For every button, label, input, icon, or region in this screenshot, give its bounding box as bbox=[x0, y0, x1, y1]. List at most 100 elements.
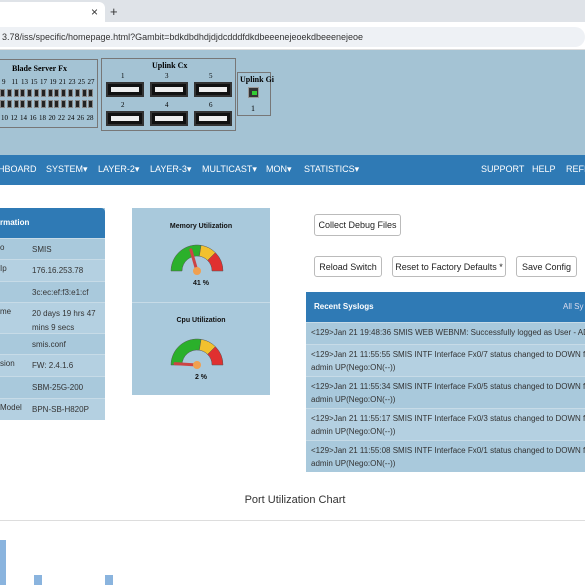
blade-port[interactable] bbox=[61, 100, 67, 108]
cx-port[interactable] bbox=[194, 111, 232, 126]
blade-port[interactable] bbox=[88, 89, 94, 97]
port-label: 23 bbox=[68, 78, 76, 86]
blade-port[interactable] bbox=[61, 89, 67, 97]
blade-port[interactable] bbox=[27, 100, 33, 108]
syslog-line: admin UP(Nego:ON(--)) bbox=[311, 395, 396, 404]
port-label: 20 bbox=[48, 114, 56, 122]
nav-item[interactable]: MULTICAST▾ bbox=[202, 164, 257, 174]
nav-item[interactable]: LAYER-2▾ bbox=[98, 164, 140, 174]
blade-port[interactable] bbox=[47, 100, 53, 108]
cx-port[interactable] bbox=[106, 82, 144, 97]
syslog-entry[interactable]: <129>Jan 21 11:55:34 SMIS INTF Interface… bbox=[306, 376, 585, 408]
syslog-header bbox=[306, 292, 585, 322]
port-label: 6 bbox=[209, 101, 213, 109]
port-label: 3 bbox=[165, 72, 169, 80]
gi-port[interactable] bbox=[248, 87, 259, 98]
blade-port[interactable] bbox=[54, 89, 60, 97]
info-row bbox=[0, 238, 105, 259]
gauge-band bbox=[207, 252, 224, 272]
nav-item[interactable]: SUPPORT bbox=[481, 164, 525, 174]
blade-port[interactable] bbox=[81, 100, 87, 108]
cx-port[interactable] bbox=[194, 82, 232, 97]
blade-port[interactable] bbox=[74, 89, 80, 97]
blade-port[interactable] bbox=[6, 89, 12, 97]
port-label: 19 bbox=[49, 78, 57, 86]
port-label: 15 bbox=[30, 78, 38, 86]
save-button[interactable]: Save Config bbox=[516, 256, 577, 277]
tab-close[interactable]: × bbox=[91, 5, 99, 19]
blade-port[interactable] bbox=[0, 89, 5, 97]
blade-port[interactable] bbox=[20, 89, 26, 97]
info-label: Ip bbox=[0, 264, 7, 273]
info-row bbox=[0, 376, 105, 398]
blade-port[interactable] bbox=[74, 100, 80, 108]
uplink-gi-title: Uplink Gi bbox=[240, 75, 275, 84]
port-label: 14 bbox=[20, 114, 27, 122]
nav-item[interactable]: STATISTICS▾ bbox=[304, 164, 360, 174]
syslog-entry[interactable]: <129>Jan 21 11:55:17 SMIS INTF Interface… bbox=[306, 408, 585, 440]
blade-port[interactable] bbox=[88, 100, 94, 108]
info-value: SMIS bbox=[32, 245, 52, 254]
blade-port[interactable] bbox=[40, 89, 46, 97]
reload-button[interactable]: Reload Switch bbox=[314, 256, 382, 277]
nav-bar bbox=[0, 155, 585, 185]
port-label: 22 bbox=[58, 114, 65, 122]
syslog-entry[interactable]: <129>Jan 21 19:48:36 SMIS WEB WEBNM: Suc… bbox=[306, 322, 585, 344]
nav-item[interactable]: LAYER-3▾ bbox=[150, 164, 192, 174]
blade-port[interactable] bbox=[13, 89, 19, 97]
blade-port[interactable] bbox=[0, 100, 5, 108]
info-value: FW: 2.4.1.6 bbox=[32, 361, 74, 370]
url[interactable]: 3.78/iss/specific/homepage.html?Gambit=b… bbox=[2, 32, 364, 42]
blade-port[interactable] bbox=[47, 89, 53, 97]
uplink-gi-box bbox=[237, 72, 271, 116]
info-row bbox=[0, 302, 105, 333]
info-label: sion bbox=[0, 359, 15, 368]
port-label: 26 bbox=[77, 114, 84, 122]
info-row bbox=[0, 281, 105, 302]
blade-port[interactable] bbox=[54, 100, 60, 108]
blade-port[interactable] bbox=[34, 89, 39, 97]
port-label: 27 bbox=[87, 78, 95, 86]
blade-port[interactable] bbox=[13, 100, 19, 108]
gauge-hub bbox=[193, 267, 201, 275]
reset-button[interactable]: Reset to Factory Defaults * bbox=[392, 256, 506, 277]
syslog-line: admin UP(Nego:ON(--)) bbox=[311, 459, 396, 468]
tab[interactable] bbox=[0, 2, 105, 22]
syslog-all-link[interactable]: All Sy bbox=[563, 302, 584, 311]
port-label: 1 bbox=[121, 72, 125, 80]
info-value: smis.conf bbox=[32, 340, 66, 349]
blade-port[interactable] bbox=[68, 100, 73, 108]
chart-bar bbox=[0, 540, 6, 585]
blade-port[interactable] bbox=[81, 89, 87, 97]
cx-port[interactable] bbox=[150, 111, 188, 126]
nav-item[interactable]: HBOARD bbox=[0, 164, 37, 174]
gauge-title: Memory Utilization bbox=[169, 223, 233, 230]
port-label: 24 bbox=[67, 114, 75, 122]
cx-port[interactable] bbox=[106, 111, 144, 126]
info-label: me bbox=[0, 307, 12, 316]
blade-port[interactable] bbox=[34, 100, 39, 108]
new-tab[interactable]: + bbox=[110, 4, 118, 19]
syslog-entry[interactable]: <129>Jan 21 11:55:08 SMIS INTF Interface… bbox=[306, 440, 585, 472]
nav-item[interactable]: REFI bbox=[566, 164, 585, 174]
syslog-entry[interactable]: <129>Jan 21 11:55:55 SMIS INTF Interface… bbox=[306, 344, 585, 376]
blade-port[interactable] bbox=[6, 100, 12, 108]
port-label: 2 bbox=[121, 101, 125, 109]
cx-port[interactable] bbox=[150, 82, 188, 97]
nav-item[interactable]: MON▾ bbox=[266, 164, 292, 174]
blade-port[interactable] bbox=[68, 89, 73, 97]
blade-port[interactable] bbox=[20, 100, 26, 108]
nav-item[interactable]: SYSTEM▾ bbox=[46, 164, 88, 174]
port-label: 25 bbox=[78, 78, 85, 86]
address-bar[interactable] bbox=[0, 27, 585, 47]
port-label: 21 bbox=[59, 78, 66, 86]
tab-bar bbox=[0, 0, 585, 22]
syslog-line: <129>Jan 21 11:55:34 SMIS INTF Interface… bbox=[311, 382, 585, 391]
info-row bbox=[0, 333, 105, 354]
blade-port[interactable] bbox=[27, 89, 33, 97]
nav-item[interactable]: HELP bbox=[532, 164, 556, 174]
blade-port[interactable] bbox=[40, 100, 46, 108]
collect-debug-button[interactable]: Collect Debug Files bbox=[314, 214, 401, 236]
info-value: BPN-SB-H820P bbox=[32, 405, 89, 414]
